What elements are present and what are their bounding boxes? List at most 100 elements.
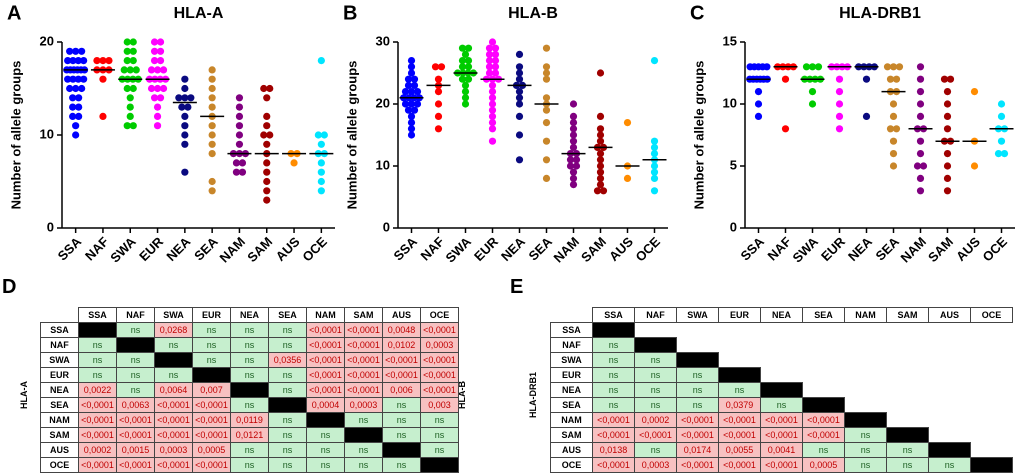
data-point: [208, 150, 216, 158]
data-point: [208, 187, 216, 195]
data-point: [994, 150, 1003, 158]
empty-cell: [887, 323, 929, 338]
data-point: [485, 57, 494, 65]
p-value-cell: 0,0048: [382, 322, 421, 338]
data-point: [916, 174, 925, 182]
data-point: [407, 112, 416, 120]
empty-cell: [845, 368, 887, 383]
data-point: [919, 162, 928, 170]
data-point: [99, 75, 107, 83]
data-point: [997, 100, 1006, 108]
data-point: [260, 84, 268, 93]
data-point: [515, 63, 524, 71]
table-row: NAM <0,0001 <0,0001 <0,0001 <0,0001 0,0119 ns n…: [40, 412, 459, 428]
data-point: [485, 44, 494, 52]
data-point: [410, 81, 419, 89]
p-value-cell: <0,0001: [78, 427, 117, 443]
empty-cell: [845, 398, 887, 413]
x-tick-label: NEA: [845, 234, 875, 264]
empty-cell: [719, 323, 761, 338]
data-point: [69, 75, 77, 83]
p-value-cell: <0,0001: [420, 352, 459, 368]
table-row: NAF ns: [550, 337, 1013, 353]
column-header: NAF: [116, 307, 155, 323]
data-point: [596, 156, 605, 164]
p-value-cell: 0,0121: [230, 427, 269, 443]
p-value-cell: <0,0001: [192, 412, 231, 428]
chart-title: HLA-DRB1: [839, 5, 921, 22]
data-point: [401, 88, 410, 96]
data-point: [401, 100, 410, 108]
x-tick-label: OCE: [980, 234, 1011, 265]
data-point: [515, 131, 524, 139]
p-value-cell: <0,0001: [78, 412, 117, 428]
p-value-cell: <0,0001: [718, 412, 761, 428]
y-axis-label: Number of allele groups: [344, 61, 359, 210]
p-value-cell: <0,0001: [116, 457, 155, 473]
p-value-cell: ns: [676, 367, 719, 383]
diagonal-cell: [760, 382, 803, 398]
data-point: [431, 63, 440, 71]
data-point: [596, 168, 605, 176]
p-value-cell: ns: [844, 457, 887, 473]
chart-title: HLA-A: [174, 5, 224, 22]
p-value-cell: <0,0001: [116, 427, 155, 443]
data-point: [407, 119, 416, 127]
data-point: [458, 75, 467, 83]
data-point: [895, 63, 904, 71]
p-value-cell: <0,0001: [420, 322, 459, 338]
empty-cell: [971, 413, 1013, 428]
data-point: [886, 125, 895, 133]
table-row: AUS 0,0002 0,0015 0,0003 0,0005 ns ns ns ns ns: [40, 442, 459, 458]
data-point: [593, 187, 602, 195]
x-tick-label: SAM: [925, 234, 956, 265]
p-value-cell: ns: [676, 397, 719, 413]
data-point: [650, 174, 659, 182]
data-point: [515, 75, 524, 83]
y-axis-label: Number of allele groups: [691, 61, 706, 210]
x-tick-label: NAF: [418, 234, 448, 264]
data-point: [184, 103, 192, 111]
data-point: [123, 122, 131, 130]
p-value-cell: ns: [760, 397, 803, 413]
p-value-cell: <0,0001: [306, 322, 345, 338]
p-value-cell: ns: [928, 457, 971, 473]
p-value-cell: 0,0003: [634, 457, 677, 473]
diagonal-cell: [844, 412, 887, 428]
data-point: [835, 125, 844, 133]
p-value-cell: ns: [718, 382, 761, 398]
data-point: [515, 100, 524, 108]
data-point: [754, 88, 763, 96]
data-point: [407, 63, 416, 71]
data-point: [485, 63, 494, 71]
data-point: [263, 177, 271, 186]
corner: [41, 308, 79, 323]
data-point: [69, 112, 77, 120]
p-value-cell: ns: [268, 382, 307, 398]
data-point: [208, 66, 216, 74]
data-point: [123, 38, 131, 46]
diagonal-cell: [802, 397, 845, 413]
p-value-cell: ns: [306, 457, 345, 473]
data-point: [970, 88, 979, 96]
p-value-cell: ns: [116, 367, 155, 383]
p-value-cell: <0,0001: [78, 457, 117, 473]
empty-cell: [929, 398, 971, 413]
significance-table: SSA NAF SWA EUR NEA SEA NAM SAM AUS OCE SSA NAF ns SW…: [550, 307, 1013, 473]
data-point: [488, 137, 497, 145]
data-point: [916, 187, 925, 195]
empty-cell: [803, 338, 845, 353]
table-row: NEA ns ns ns ns: [550, 382, 1013, 398]
data-point: [781, 75, 790, 83]
y-tick-label: 0: [383, 219, 390, 234]
data-point: [461, 50, 470, 59]
p-value-cell: ns: [230, 352, 269, 368]
column-header: OCE: [420, 307, 459, 323]
p-value-cell: <0,0001: [192, 457, 231, 473]
empty-cell: [929, 323, 971, 338]
data-point: [458, 57, 467, 65]
p-value-cell: <0,0001: [802, 427, 845, 443]
data-point: [64, 57, 72, 65]
